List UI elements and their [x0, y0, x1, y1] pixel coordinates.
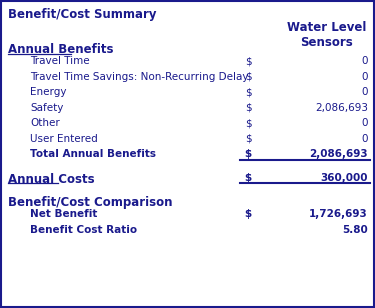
Text: Benefit/Cost Summary: Benefit/Cost Summary [8, 8, 156, 21]
Text: $: $ [244, 209, 252, 219]
Text: Total Annual Benefits: Total Annual Benefits [30, 149, 156, 159]
Text: 0: 0 [362, 56, 368, 66]
Text: $: $ [244, 134, 251, 144]
Text: $: $ [244, 72, 251, 82]
Text: Travel Time: Travel Time [30, 56, 90, 66]
Text: Safety: Safety [30, 103, 63, 113]
Text: 5.80: 5.80 [342, 225, 368, 235]
Text: $: $ [244, 118, 251, 128]
Text: 2,086,693: 2,086,693 [309, 149, 368, 159]
Text: Benefit/Cost Comparison: Benefit/Cost Comparison [8, 196, 172, 209]
Text: Other: Other [30, 118, 60, 128]
Text: 2,086,693: 2,086,693 [315, 103, 368, 113]
Text: 0: 0 [362, 87, 368, 97]
Text: 0: 0 [362, 134, 368, 144]
Text: $: $ [244, 56, 251, 66]
Text: $: $ [244, 87, 251, 97]
Text: 0: 0 [362, 118, 368, 128]
Text: Benefit Cost Ratio: Benefit Cost Ratio [30, 225, 137, 235]
Text: User Entered: User Entered [30, 134, 98, 144]
Text: Annual Costs: Annual Costs [8, 173, 94, 186]
Text: $: $ [244, 149, 252, 159]
Text: 0: 0 [362, 72, 368, 82]
Text: Water Level
Sensors: Water Level Sensors [286, 21, 366, 49]
Text: $: $ [244, 173, 252, 183]
Text: Annual Benefits: Annual Benefits [8, 43, 114, 56]
Text: Travel Time Savings: Non-Recurring Delay: Travel Time Savings: Non-Recurring Delay [30, 72, 249, 82]
Text: Net Benefit: Net Benefit [30, 209, 98, 219]
Text: $: $ [244, 103, 251, 113]
Text: 1,726,693: 1,726,693 [309, 209, 368, 219]
Text: 360,000: 360,000 [321, 173, 368, 183]
Text: Energy: Energy [30, 87, 66, 97]
